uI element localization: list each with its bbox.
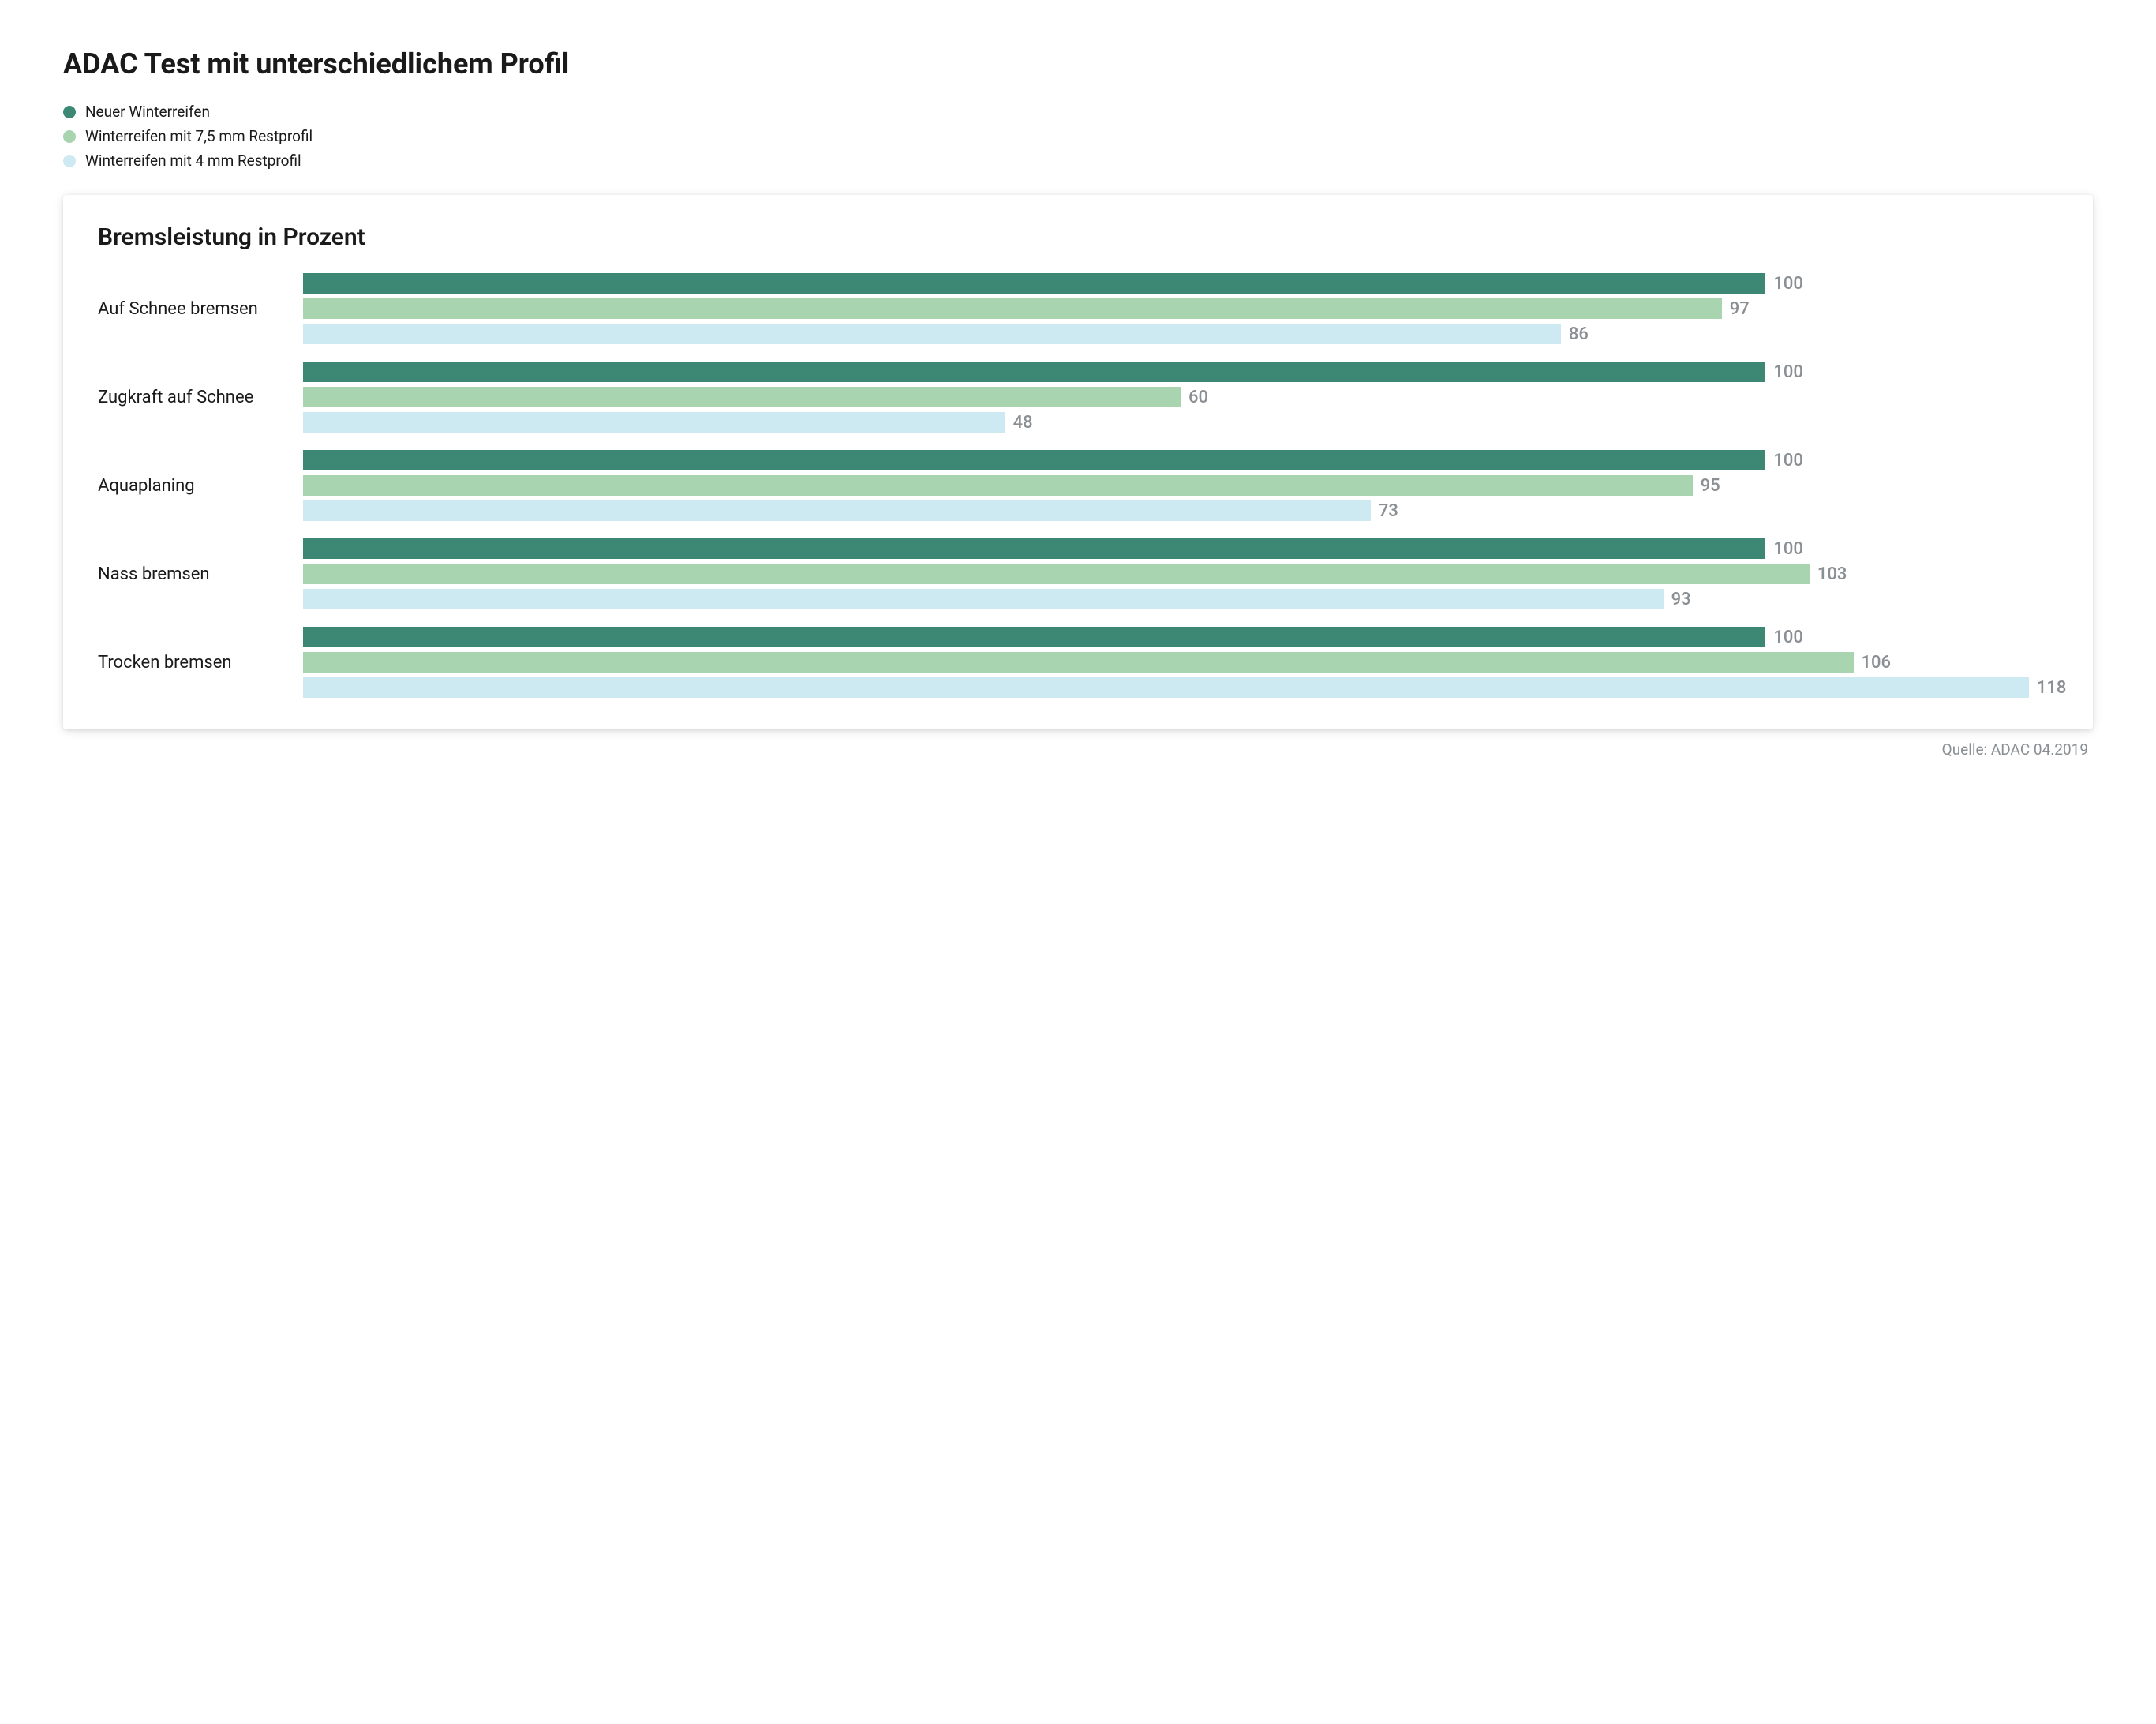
legend-item: Neuer Winterreifen bbox=[63, 103, 2093, 121]
category-label: Aquaplaning bbox=[98, 476, 303, 496]
legend-item: Winterreifen mit 4 mm Restprofil bbox=[63, 152, 2093, 170]
bar-row: 100 bbox=[303, 450, 2058, 470]
legend-label: Winterreifen mit 4 mm Restprofil bbox=[85, 152, 301, 170]
source-text: Quelle: ADAC 04.2019 bbox=[63, 740, 2093, 759]
legend-item: Winterreifen mit 7,5 mm Restprofil bbox=[63, 127, 2093, 145]
legend-swatch bbox=[63, 106, 76, 118]
bar-value-label: 48 bbox=[1013, 413, 1033, 433]
bar bbox=[303, 475, 1693, 496]
bar bbox=[303, 627, 1765, 647]
page-title: ADAC Test mit unterschiedlichem Profil bbox=[63, 47, 2093, 81]
bar-row: 95 bbox=[303, 475, 2058, 496]
bar bbox=[303, 589, 1664, 609]
chart-card: Bremsleistung in Prozent Auf Schnee brem… bbox=[63, 195, 2093, 729]
bar-row: 106 bbox=[303, 652, 2058, 673]
bar bbox=[303, 500, 1371, 521]
bar-row: 60 bbox=[303, 387, 2058, 407]
legend-swatch bbox=[63, 155, 76, 167]
category-label: Trocken bremsen bbox=[98, 653, 303, 673]
chart-category-group: Trocken bremsen 100 106 118 bbox=[98, 627, 2058, 698]
bar bbox=[303, 298, 1722, 319]
bar-value-label: 103 bbox=[1817, 564, 1847, 584]
bar-row: 103 bbox=[303, 564, 2058, 584]
bars-column: 100 103 93 bbox=[303, 538, 2058, 609]
bar bbox=[303, 652, 1854, 673]
legend-label: Neuer Winterreifen bbox=[85, 103, 210, 121]
bar-row: 48 bbox=[303, 412, 2058, 433]
bar bbox=[303, 273, 1765, 294]
bar-value-label: 86 bbox=[1569, 324, 1589, 344]
category-label: Auf Schnee bremsen bbox=[98, 299, 303, 319]
legend-swatch bbox=[63, 130, 76, 143]
bar-row: 100 bbox=[303, 362, 2058, 382]
bar-value-label: 100 bbox=[1773, 362, 1803, 382]
bar-value-label: 100 bbox=[1773, 539, 1803, 559]
bar bbox=[303, 387, 1181, 407]
bar-row: 93 bbox=[303, 589, 2058, 609]
bars-column: 100 97 86 bbox=[303, 273, 2058, 344]
bar-value-label: 97 bbox=[1730, 299, 1750, 319]
bar-row: 100 bbox=[303, 273, 2058, 294]
bar-row: 100 bbox=[303, 627, 2058, 647]
bars-column: 100 95 73 bbox=[303, 450, 2058, 521]
bars-column: 100 106 118 bbox=[303, 627, 2058, 698]
bar-value-label: 106 bbox=[1862, 653, 1892, 673]
bar bbox=[303, 324, 1561, 344]
bar-row: 97 bbox=[303, 298, 2058, 319]
bar bbox=[303, 450, 1765, 470]
bar bbox=[303, 564, 1810, 584]
bar-value-label: 95 bbox=[1701, 476, 1720, 496]
chart-area: Auf Schnee bremsen 100 97 86 Zugkraft auf Sc… bbox=[98, 273, 2058, 698]
category-label: Zugkraft auf Schnee bbox=[98, 388, 303, 407]
legend-label: Winterreifen mit 7,5 mm Restprofil bbox=[85, 127, 313, 145]
chart-category-group: Nass bremsen 100 103 93 bbox=[98, 538, 2058, 609]
bar bbox=[303, 677, 2029, 698]
category-label: Nass bremsen bbox=[98, 564, 303, 584]
bar bbox=[303, 538, 1765, 559]
bar-value-label: 73 bbox=[1379, 501, 1398, 521]
legend: Neuer Winterreifen Winterreifen mit 7,5 m… bbox=[63, 103, 2093, 170]
bar-value-label: 93 bbox=[1671, 590, 1691, 609]
chart-category-group: Auf Schnee bremsen 100 97 86 bbox=[98, 273, 2058, 344]
bar-value-label: 118 bbox=[2037, 678, 2067, 698]
bar-row: 118 bbox=[303, 677, 2058, 698]
card-title: Bremsleistung in Prozent bbox=[98, 223, 2058, 251]
bar-row: 73 bbox=[303, 500, 2058, 521]
bar-row: 100 bbox=[303, 538, 2058, 559]
bar-value-label: 60 bbox=[1188, 388, 1208, 407]
chart-category-group: Zugkraft auf Schnee 100 60 48 bbox=[98, 362, 2058, 433]
chart-category-group: Aquaplaning 100 95 73 bbox=[98, 450, 2058, 521]
bar-value-label: 100 bbox=[1773, 274, 1803, 294]
bar-value-label: 100 bbox=[1773, 451, 1803, 470]
bar bbox=[303, 362, 1765, 382]
bar-value-label: 100 bbox=[1773, 628, 1803, 647]
bar bbox=[303, 412, 1005, 433]
bar-row: 86 bbox=[303, 324, 2058, 344]
bars-column: 100 60 48 bbox=[303, 362, 2058, 433]
